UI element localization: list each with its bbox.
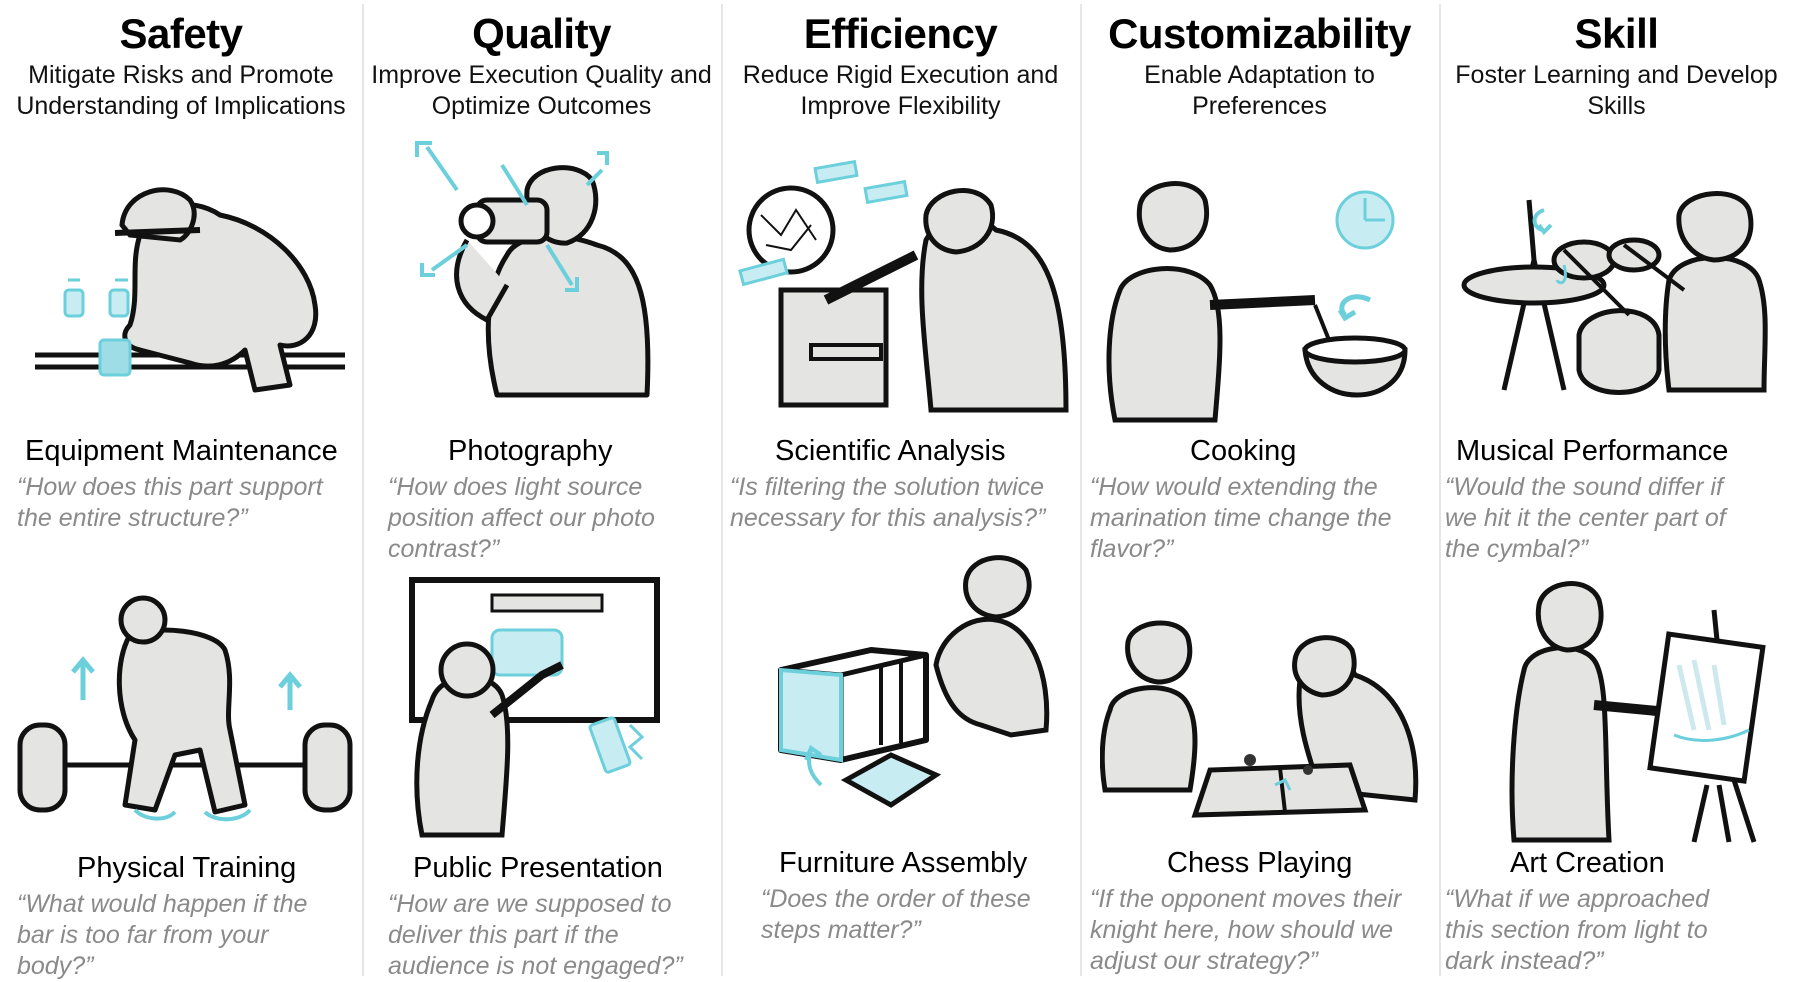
example-quote: “If the opponent moves their knight here… bbox=[1090, 885, 1402, 975]
example-quote: “How are we supposed to deliver this par… bbox=[388, 890, 683, 980]
painter-easel-icon bbox=[1499, 580, 1789, 845]
example-quote: “What if we approached this section from… bbox=[1445, 885, 1710, 975]
column-safety: Safety Mitigate Risks and Promote Unders… bbox=[0, 0, 362, 982]
column-customizability: Customizability Enable Adaptation to Pre… bbox=[1080, 0, 1439, 982]
example-task-title: Furniture Assembly bbox=[779, 847, 1028, 879]
column-efficiency: Efficiency Reduce Rigid Execution and Im… bbox=[721, 0, 1080, 982]
microscope-scientist-icon bbox=[736, 160, 1071, 415]
example-task-title: Chess Playing bbox=[1167, 847, 1353, 879]
drummer-cymbal-icon bbox=[1459, 190, 1779, 405]
cooking-bowl-timer-icon bbox=[1100, 170, 1420, 425]
example-quote: “How would extending the marination time… bbox=[1090, 473, 1392, 563]
example-quote: “Is filtering the solution twice necessa… bbox=[730, 473, 1046, 532]
example-task-title: Public Presentation bbox=[413, 852, 663, 884]
column-divider bbox=[1080, 4, 1082, 976]
furniture-assembly-icon bbox=[771, 555, 1061, 835]
barbell-lift-icon bbox=[15, 590, 355, 835]
example-task-title: Equipment Maintenance bbox=[25, 435, 338, 467]
column-quality: Quality Improve Execution Quality and Op… bbox=[362, 0, 721, 982]
column-skill: Skill Foster Learning and Develop Skills… bbox=[1439, 0, 1794, 982]
column-title: Quality bbox=[472, 10, 611, 57]
example-task-title: Scientific Analysis bbox=[775, 435, 1006, 467]
column-title: Safety bbox=[119, 10, 243, 57]
column-divider bbox=[1439, 4, 1441, 976]
column-subtitle: Enable Adaptation to Preferences bbox=[1144, 61, 1375, 120]
column-title: Customizability bbox=[1108, 10, 1411, 57]
chess-players-icon bbox=[1100, 620, 1420, 835]
example-task-title: Photography bbox=[448, 435, 613, 467]
example-task-title: Art Creation bbox=[1510, 847, 1665, 879]
column-title: Efficiency bbox=[803, 10, 998, 57]
camera-photographer-icon bbox=[407, 135, 707, 405]
column-subtitle: Improve Execution Quality and Optimize O… bbox=[371, 61, 712, 120]
example-quote: “What would happen if the bar is too far… bbox=[17, 890, 308, 980]
example-quote: “How does light source position affect o… bbox=[388, 473, 655, 563]
column-divider bbox=[362, 4, 364, 976]
example-task-title: Musical Performance bbox=[1456, 435, 1729, 467]
column-subtitle: Reduce Rigid Execution and Improve Flexi… bbox=[742, 61, 1059, 120]
worker-pipe-maintenance-icon bbox=[30, 175, 350, 415]
column-divider bbox=[721, 4, 723, 976]
example-task-title: Physical Training bbox=[77, 852, 297, 884]
column-title: Skill bbox=[1574, 10, 1659, 57]
example-quote: “Would the sound differ if we hit it the… bbox=[1445, 473, 1726, 563]
example-task-title: Cooking bbox=[1190, 435, 1297, 467]
example-quote: “How does this part support the entire s… bbox=[17, 473, 323, 532]
column-subtitle: Foster Learning and Develop Skills bbox=[1455, 61, 1778, 120]
example-quote: “Does the order of these steps matter?” bbox=[761, 885, 1031, 944]
column-subtitle: Mitigate Risks and Promote Understanding… bbox=[16, 61, 346, 120]
presenter-board-icon bbox=[402, 575, 702, 840]
